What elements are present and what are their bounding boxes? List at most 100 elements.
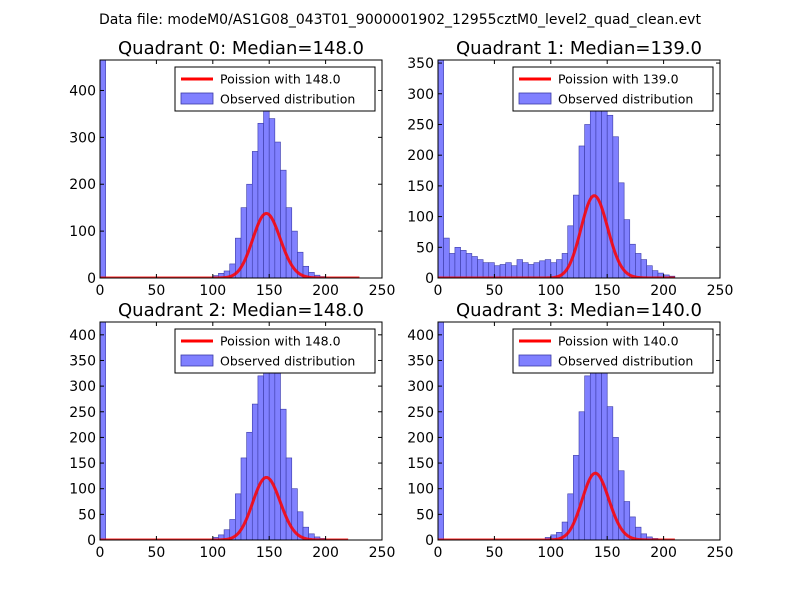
y-tick-label: 250 (69, 405, 96, 421)
legend-label-observed: Observed distribution (220, 354, 355, 369)
x-tick-label: 50 (485, 545, 503, 561)
y-tick-label: 50 (78, 507, 96, 523)
y-tick-label: 400 (69, 328, 96, 344)
histogram-bar (606, 406, 614, 540)
poisson-curve (438, 194, 676, 278)
x-tick-label: 250 (707, 283, 734, 299)
quadrant-0-panel: 0 50 100 150 200 250 0 100 200 300 400 Quadrant 0: … (69, 38, 395, 299)
x-tick-label: 0 (96, 545, 105, 561)
y-tick-label: 100 (407, 482, 434, 498)
y-tick-label: 200 (69, 177, 96, 193)
y-tick-label: 300 (69, 379, 96, 395)
x-tick-label: 0 (96, 283, 105, 299)
histogram-bar (606, 114, 614, 278)
histogram-bar (257, 122, 264, 278)
x-tick-label: 150 (256, 545, 283, 561)
histogram-bar (285, 207, 293, 278)
legend-label-poisson: Poission with 148.0 (220, 334, 341, 349)
histogram-bar (274, 372, 281, 540)
histogram-bar (488, 262, 495, 278)
y-tick-label: 0 (87, 533, 96, 549)
quadrant-2-panel: 0 50 100 150 200 250 0 50 100 150 200 250 300 350 400 Q… (69, 300, 395, 561)
y-tick-label: 0 (425, 533, 434, 549)
histogram-bar (511, 265, 518, 278)
x-tick-label: 150 (256, 283, 283, 299)
histogram-bar (460, 250, 467, 278)
poisson-curve (438, 471, 676, 540)
y-tick-label: 200 (407, 148, 434, 164)
x-tick-label: 0 (434, 545, 443, 561)
histogram-bar (533, 262, 540, 278)
histogram-bar (251, 403, 259, 540)
legend-label-poisson: Poission with 140.0 (558, 334, 679, 349)
y-tick-label: 100 (407, 210, 434, 226)
x-tick-label: 250 (369, 283, 396, 299)
y-tick-label: 400 (407, 328, 434, 344)
x-tick-label: 100 (199, 545, 226, 561)
histogram-bar (263, 108, 270, 278)
histogram-bar (589, 362, 597, 540)
x-tick-label: 200 (312, 545, 339, 561)
x-tick-label: 200 (650, 283, 677, 299)
panel-title: Quadrant 1: Median=139.0 (456, 38, 702, 59)
histogram-bar (505, 262, 512, 278)
axes-frame (437, 321, 721, 541)
histogram-bar (246, 183, 253, 278)
x-tick-label: 50 (147, 283, 165, 299)
histogram-bar (640, 259, 647, 278)
x-tick-label: 250 (369, 545, 396, 561)
histogram-bar (578, 145, 585, 278)
legend-label-poisson: Poission with 148.0 (220, 72, 341, 87)
y-tick-label: 300 (407, 87, 434, 103)
legend: Poission with 140.0 Observed distribution (512, 328, 714, 374)
panel-title: Quadrant 3: Median=140.0 (456, 300, 702, 321)
legend-label-poisson: Poission with 139.0 (558, 72, 679, 87)
histogram-bar (100, 322, 106, 540)
y-tick-label: 50 (416, 240, 434, 256)
histogram-bar (635, 253, 642, 278)
histogram-bar (257, 375, 264, 540)
y-tick-label: 200 (407, 430, 434, 446)
legend-bar-swatch (518, 354, 552, 367)
histogram-bar (578, 411, 585, 540)
histogram-bar (516, 259, 523, 278)
y-tick-label: 400 (69, 83, 96, 99)
y-tick-label: 50 (416, 507, 434, 523)
legend: Poission with 148.0 Observed distribution (174, 328, 376, 374)
histogram-bar (268, 118, 276, 278)
histogram-bar (539, 260, 546, 278)
x-tick-label: 0 (434, 283, 443, 299)
y-tick-label: 150 (69, 456, 96, 472)
axes-frame (99, 321, 383, 541)
histogram-bar (280, 169, 287, 278)
panel-title: Quadrant 0: Median=148.0 (118, 38, 364, 59)
histogram-bar (471, 256, 478, 278)
axes-frame (437, 59, 721, 279)
histogram-bar (438, 322, 444, 540)
y-tick-label: 0 (425, 271, 434, 287)
x-tick-label: 250 (707, 545, 734, 561)
histogram-bar (573, 455, 580, 540)
y-tick-label: 350 (69, 353, 96, 369)
histogram-bar (595, 93, 602, 278)
histogram-bar (482, 262, 490, 278)
quadrant-3-panel: 0 50 100 150 200 250 0 50 100 150 200 250 300 350 400 Q… (407, 300, 733, 561)
y-tick-label: 300 (69, 130, 96, 146)
x-tick-label: 150 (594, 545, 621, 561)
histogram-bar (443, 237, 450, 278)
y-tick-label: 350 (407, 353, 434, 369)
histogram-bar (527, 264, 535, 278)
y-tick-label: 100 (69, 224, 96, 240)
legend-label-observed: Observed distribution (558, 92, 693, 107)
x-tick-label: 200 (312, 283, 339, 299)
legend-bar-swatch (180, 354, 214, 367)
panel-title: Quadrant 2: Median=148.0 (118, 300, 364, 321)
histogram-bar (601, 370, 608, 540)
histogram-bar (477, 259, 484, 278)
histogram-bar (297, 511, 304, 540)
histogram-bar (100, 60, 106, 278)
histogram-bar (522, 262, 529, 278)
histogram-bar (544, 259, 552, 278)
y-tick-label: 250 (407, 117, 434, 133)
